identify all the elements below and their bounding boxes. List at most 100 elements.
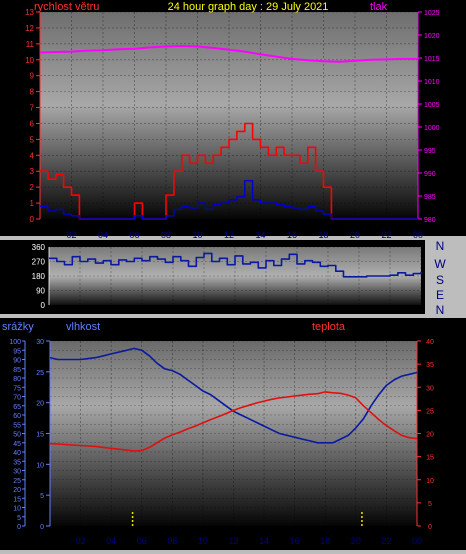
wind-speed-tick-3: 3 <box>30 167 35 176</box>
p1-xtick-18: 18 <box>318 230 328 240</box>
wind-pressure-series <box>39 45 418 220</box>
wind-speed-tick-11: 11 <box>26 40 35 49</box>
wind-pressure-plot-area <box>40 12 418 219</box>
p3-xtick-06: 06 <box>137 536 147 546</box>
humidity-tick-35: 35 <box>13 459 21 466</box>
humidity-tick-30: 30 <box>13 469 21 476</box>
pressure-tick-1005: 1005 <box>424 102 440 109</box>
wind-speed-tick-5: 5 <box>30 135 35 144</box>
wind-speed-tick-1: 1 <box>30 199 35 208</box>
humidity-tick-60: 60 <box>13 413 21 420</box>
p3-xtick-04: 04 <box>106 536 116 546</box>
rain-axis-label: srážky <box>2 321 34 333</box>
rain-tick-25: 25 <box>36 370 44 377</box>
humidity-tick-20: 20 <box>13 487 21 494</box>
humidity-tick-80: 80 <box>13 376 21 383</box>
p1-xtick-12: 12 <box>224 230 234 240</box>
humidity-tick-15: 15 <box>13 496 21 503</box>
rain-tick-15: 15 <box>36 432 44 439</box>
humidity-tick-25: 25 <box>13 478 21 485</box>
pressure-tick-980: 980 <box>424 217 436 224</box>
humidity-tick-10: 10 <box>13 506 21 513</box>
temperature-tick-25: 25 <box>426 408 434 415</box>
temperature-tick-10: 10 <box>426 478 434 485</box>
compass-n-top: N <box>436 239 445 253</box>
pressure-tick-1025: 1025 <box>424 10 440 17</box>
wind-speed-tick-13: 13 <box>25 8 34 17</box>
wind-speed-axis-label: rychlost větru <box>34 1 99 13</box>
compass-w: W <box>434 257 446 271</box>
wind-direction-ticks: 0 90 180 270 360 <box>32 243 50 310</box>
humidity-tick-95: 95 <box>13 348 21 355</box>
wind-speed-tick-12: 12 <box>25 24 34 33</box>
humidity-tick-0: 0 <box>17 524 21 531</box>
temperature-tick-40: 40 <box>426 339 434 346</box>
temperature-axis-label: teplota <box>312 321 346 333</box>
p1-xtick-06: 06 <box>129 230 139 240</box>
pressure-tick-990: 990 <box>424 171 436 178</box>
rain-tick-20: 20 <box>36 401 44 408</box>
humidity-tick-100: 100 <box>9 339 21 346</box>
pressure-line <box>39 45 418 63</box>
humidity-temperature-ticks: 0510152025303540455055606570758085909510… <box>9 339 434 546</box>
humidity-temperature-series <box>49 347 418 526</box>
p3-xtick-02: 02 <box>76 536 86 546</box>
rain-tick-30: 30 <box>36 339 44 346</box>
p3-xtick-00: 00 <box>412 536 422 546</box>
humidity-tick-75: 75 <box>13 385 21 392</box>
humidity-temperature-grid <box>50 340 418 527</box>
p1-xtick-00: 00 <box>413 230 423 240</box>
p1-xtick-08: 08 <box>161 230 171 240</box>
direction-tick-90: 90 <box>36 287 45 296</box>
humidity-tick-45: 45 <box>13 441 21 448</box>
pressure-tick-995: 995 <box>424 148 436 155</box>
direction-tick-180: 180 <box>32 272 46 281</box>
p3-xtick-20: 20 <box>351 536 361 546</box>
wind-speed-tick-9: 9 <box>30 72 35 81</box>
humidity-tick-40: 40 <box>13 450 21 457</box>
direction-tick-360: 360 <box>32 243 46 252</box>
humidity-tick-90: 90 <box>13 358 21 365</box>
p3-xtick-16: 16 <box>290 536 300 546</box>
wind-speed-tick-2: 2 <box>30 183 35 192</box>
temperature-tick-15: 15 <box>426 455 434 462</box>
wind-speed-tick-0: 0 <box>30 215 35 224</box>
p1-xtick-04: 04 <box>98 230 108 240</box>
wind-speed-tick-6: 6 <box>30 119 35 128</box>
direction-tick-270: 270 <box>32 258 46 267</box>
temperature-tick-35: 35 <box>426 362 434 369</box>
wind-direction-series <box>49 252 422 278</box>
p1-xtick-10: 10 <box>192 230 202 240</box>
humidity-tick-50: 50 <box>13 432 21 439</box>
humidity-tick-65: 65 <box>13 404 21 411</box>
p3-xtick-10: 10 <box>198 536 208 546</box>
pressure-tick-985: 985 <box>424 194 436 201</box>
rain-tick-0: 0 <box>40 524 44 531</box>
pressure-tick-1020: 1020 <box>424 33 440 40</box>
direction-tick-0: 0 <box>41 301 46 310</box>
wind-direction-grid <box>49 246 422 306</box>
p3-xtick-18: 18 <box>320 536 330 546</box>
p1-xtick-20: 20 <box>350 230 360 240</box>
pressure-tick-1000: 1000 <box>424 125 440 132</box>
wind-speed-tick-4: 4 <box>30 151 35 160</box>
gust-line <box>40 180 418 220</box>
rain-tick-5: 5 <box>40 493 44 500</box>
humidity-tick-85: 85 <box>13 367 21 374</box>
pressure-tick-1015: 1015 <box>424 56 440 63</box>
temperature-line <box>49 391 418 452</box>
compass-e: E <box>436 288 444 302</box>
compass-n-bottom: N <box>436 303 445 317</box>
humidity-axis-label: vlhkost <box>66 321 100 333</box>
temperature-tick-5: 5 <box>428 501 432 508</box>
rain-tick-10: 10 <box>36 462 44 469</box>
p1-xtick-22: 22 <box>381 230 391 240</box>
humidity-line <box>49 347 418 444</box>
p3-xtick-12: 12 <box>228 536 238 546</box>
p3-xtick-14: 14 <box>259 536 269 546</box>
humidity-tick-5: 5 <box>17 515 21 522</box>
temperature-tick-30: 30 <box>426 385 434 392</box>
temperature-tick-20: 20 <box>426 432 434 439</box>
temperature-tick-0: 0 <box>428 524 432 531</box>
humidity-tick-70: 70 <box>13 395 21 402</box>
